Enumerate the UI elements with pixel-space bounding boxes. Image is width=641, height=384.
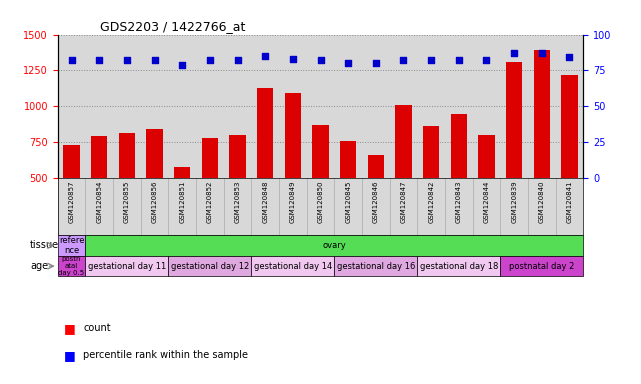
Bar bbox=[501, 256, 583, 276]
Text: GSM120851: GSM120851 bbox=[179, 180, 185, 223]
Bar bbox=[533, 50, 550, 250]
Point bbox=[564, 55, 574, 61]
Point bbox=[343, 60, 353, 66]
Text: GSM120849: GSM120849 bbox=[290, 180, 296, 223]
Point bbox=[67, 57, 77, 63]
Bar bbox=[395, 106, 412, 250]
Text: gestational day 18: gestational day 18 bbox=[420, 262, 498, 271]
Bar bbox=[312, 125, 329, 250]
Point bbox=[370, 60, 381, 66]
Point bbox=[233, 57, 243, 63]
Text: GSM120847: GSM120847 bbox=[401, 180, 406, 223]
Bar bbox=[169, 256, 251, 276]
Text: percentile rank within the sample: percentile rank within the sample bbox=[83, 350, 248, 360]
Point bbox=[315, 57, 326, 63]
Point bbox=[426, 57, 437, 63]
Text: GSM120842: GSM120842 bbox=[428, 180, 434, 223]
Bar bbox=[561, 75, 578, 250]
Text: gestational day 12: gestational day 12 bbox=[171, 262, 249, 271]
Point bbox=[288, 56, 298, 62]
Text: GSM120854: GSM120854 bbox=[96, 180, 102, 223]
Text: GSM120857: GSM120857 bbox=[69, 180, 74, 223]
Bar bbox=[63, 145, 80, 250]
Text: GSM120856: GSM120856 bbox=[151, 180, 158, 223]
Text: GSM120850: GSM120850 bbox=[317, 180, 324, 223]
Point bbox=[177, 61, 187, 68]
Bar bbox=[229, 135, 246, 250]
Point bbox=[454, 57, 464, 63]
Text: GSM120846: GSM120846 bbox=[373, 180, 379, 223]
Bar bbox=[91, 136, 108, 250]
Bar bbox=[417, 256, 501, 276]
Text: postnatal day 2: postnatal day 2 bbox=[509, 262, 574, 271]
Bar bbox=[85, 256, 169, 276]
Text: GSM120848: GSM120848 bbox=[262, 180, 268, 223]
Point bbox=[149, 57, 160, 63]
Text: ovary: ovary bbox=[322, 241, 346, 250]
Text: gestational day 16: gestational day 16 bbox=[337, 262, 415, 271]
Text: GDS2203 / 1422766_at: GDS2203 / 1422766_at bbox=[100, 20, 245, 33]
Text: GSM120839: GSM120839 bbox=[511, 180, 517, 223]
Text: GSM120853: GSM120853 bbox=[235, 180, 240, 223]
Point bbox=[481, 57, 492, 63]
Point bbox=[260, 53, 271, 59]
Text: ■: ■ bbox=[64, 349, 76, 362]
Bar bbox=[174, 167, 190, 250]
Bar bbox=[367, 155, 384, 250]
Text: postn
atal
day 0.5: postn atal day 0.5 bbox=[58, 256, 85, 276]
Text: tissue: tissue bbox=[30, 240, 59, 250]
Point bbox=[509, 50, 519, 56]
Bar bbox=[423, 126, 440, 250]
Text: count: count bbox=[83, 323, 111, 333]
Point bbox=[204, 57, 215, 63]
Bar bbox=[58, 235, 85, 256]
Text: age: age bbox=[30, 261, 48, 271]
Point bbox=[537, 50, 547, 56]
Bar bbox=[478, 135, 495, 250]
Text: GSM120855: GSM120855 bbox=[124, 180, 130, 223]
Point bbox=[94, 57, 104, 63]
Text: gestational day 11: gestational day 11 bbox=[88, 262, 166, 271]
Bar bbox=[285, 93, 301, 250]
Text: GSM120844: GSM120844 bbox=[483, 180, 490, 223]
Text: GSM120841: GSM120841 bbox=[567, 180, 572, 223]
Text: GSM120840: GSM120840 bbox=[539, 180, 545, 223]
Bar bbox=[335, 256, 417, 276]
Point bbox=[398, 57, 408, 63]
Bar bbox=[201, 138, 218, 250]
Text: GSM120845: GSM120845 bbox=[345, 180, 351, 223]
Bar bbox=[506, 62, 522, 250]
Text: gestational day 14: gestational day 14 bbox=[254, 262, 332, 271]
Text: GSM120852: GSM120852 bbox=[207, 180, 213, 223]
Point bbox=[122, 57, 132, 63]
Bar bbox=[257, 88, 274, 250]
Bar bbox=[451, 114, 467, 250]
Text: GSM120843: GSM120843 bbox=[456, 180, 462, 223]
Bar bbox=[58, 256, 85, 276]
Text: ■: ■ bbox=[64, 322, 76, 335]
Bar bbox=[251, 256, 335, 276]
Text: refere
nce: refere nce bbox=[59, 236, 84, 255]
Bar bbox=[340, 141, 356, 250]
Bar bbox=[146, 129, 163, 250]
Bar bbox=[119, 133, 135, 250]
